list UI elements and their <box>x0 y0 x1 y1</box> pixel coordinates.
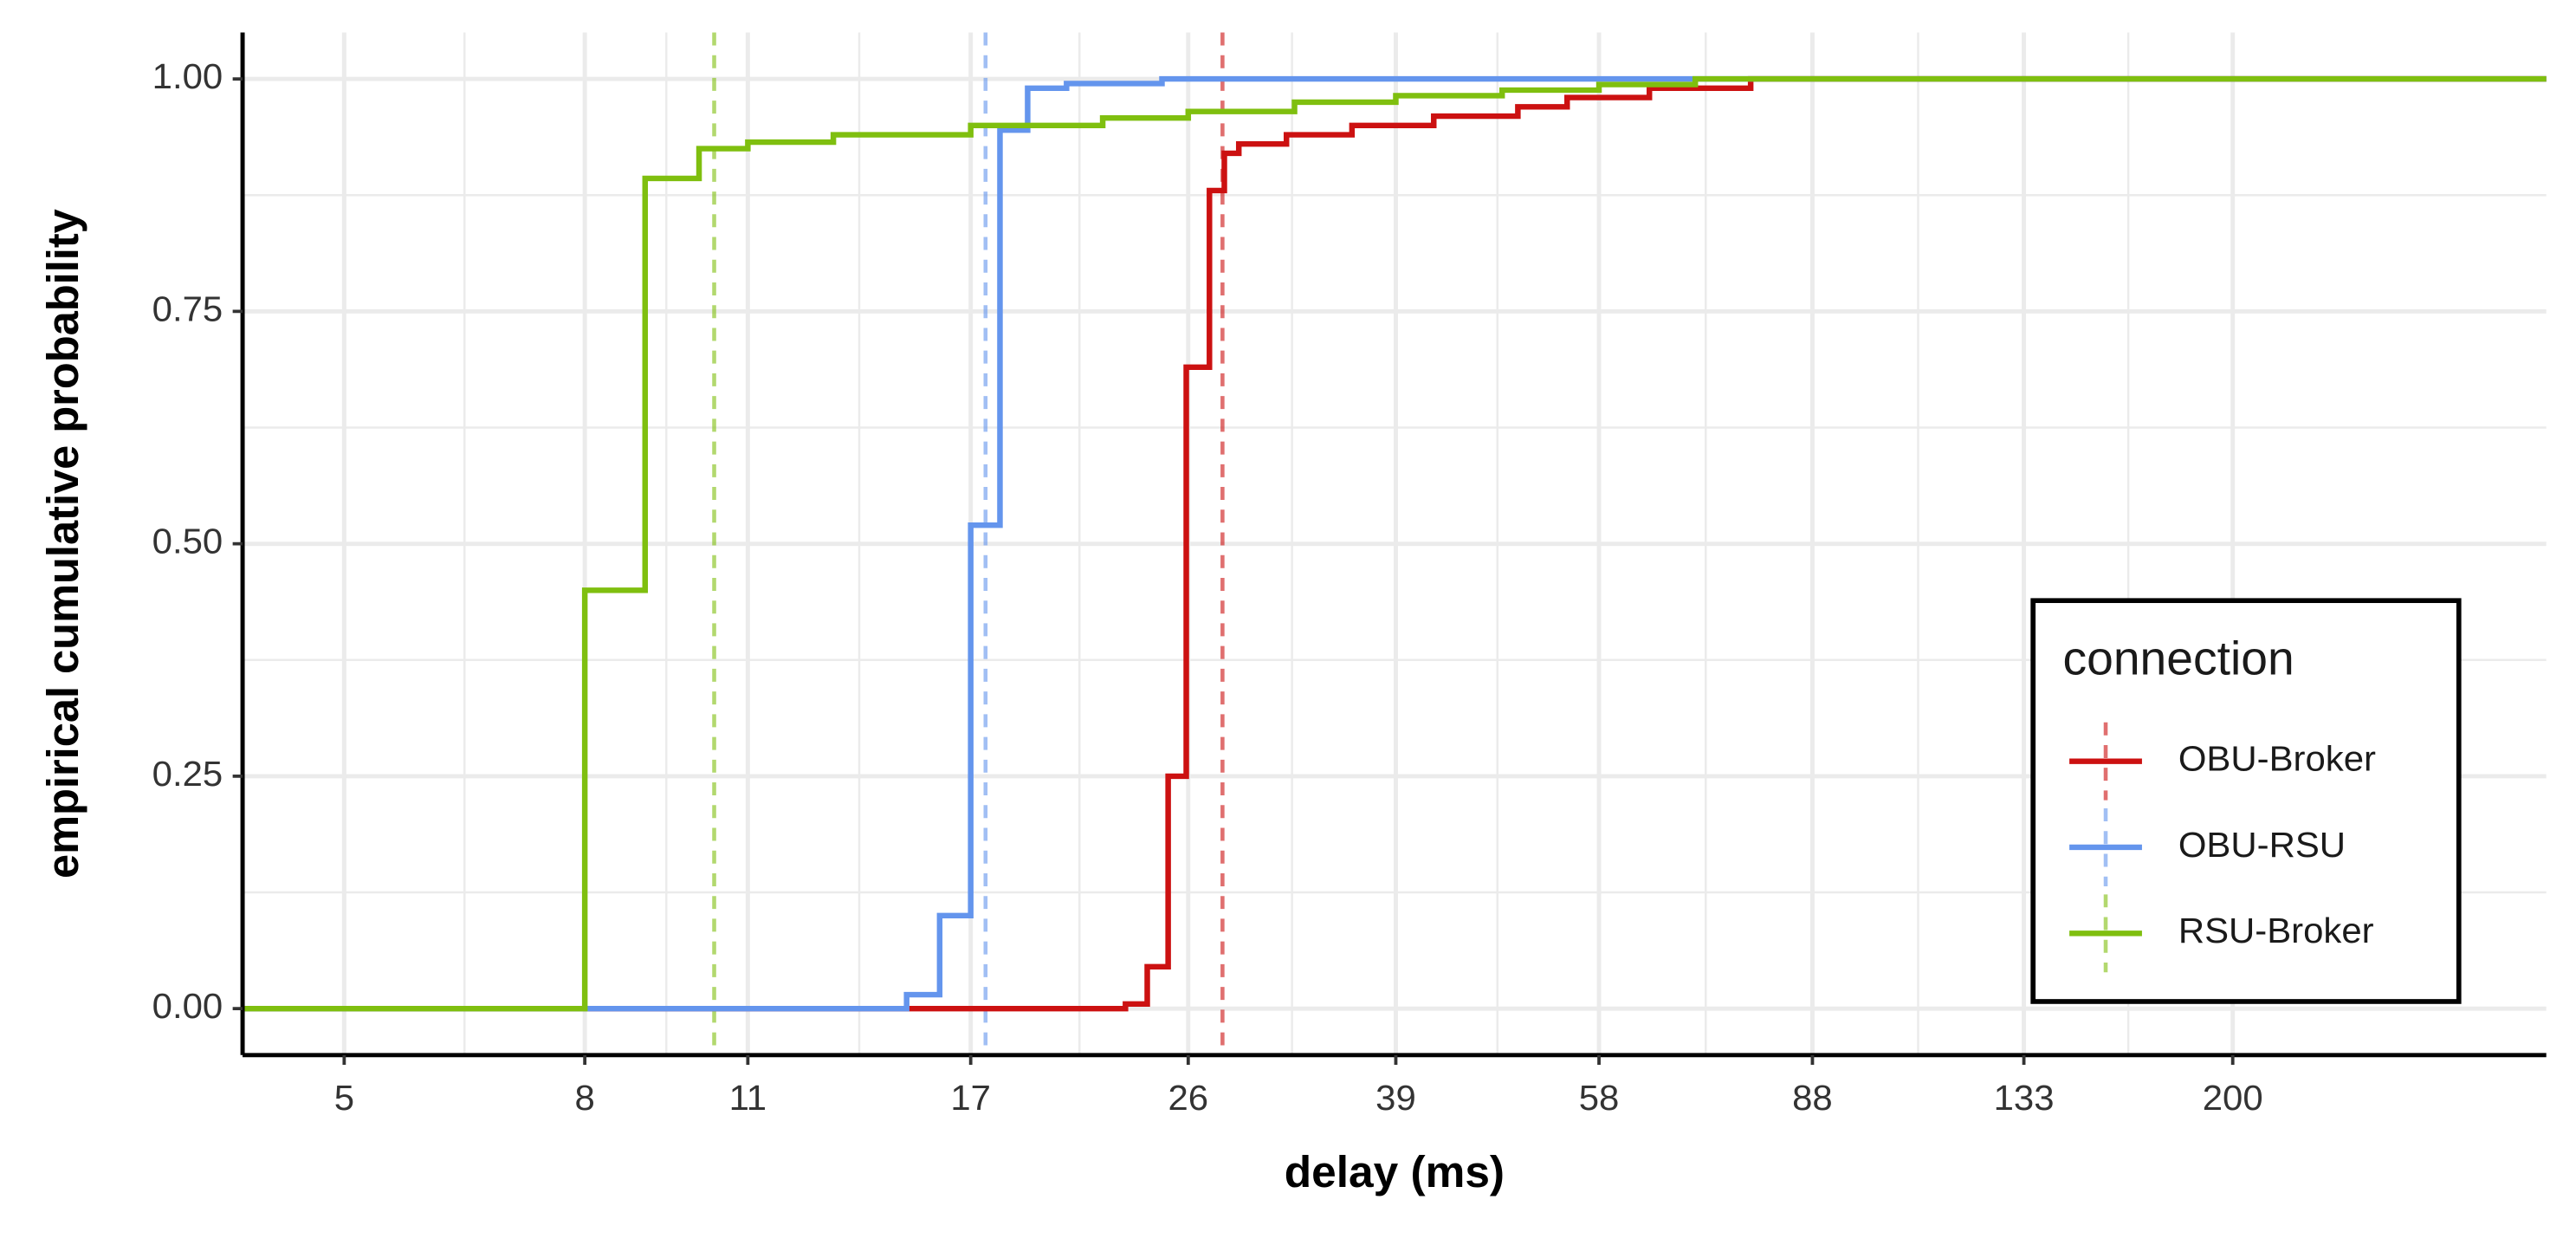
x-tick-label: 39 <box>1375 1077 1416 1118</box>
x-tick-label: 11 <box>729 1077 767 1118</box>
y-tick-label: 0.00 <box>152 985 223 1026</box>
x-axis-title: delay (ms) <box>1285 1147 1505 1196</box>
x-tick-label: 133 <box>1994 1077 2055 1118</box>
x-tick-label: 88 <box>1792 1077 1833 1118</box>
x-tick-label: 58 <box>1579 1077 1620 1118</box>
ecdf-line <box>243 75 2547 1012</box>
x-tick-label: 8 <box>575 1077 595 1118</box>
ecdf-line <box>243 75 2547 1012</box>
y-tick-label: 0.75 <box>152 289 223 329</box>
y-tick-label: 0.25 <box>152 753 223 794</box>
legend-label: OBU-RSU <box>2178 824 2346 865</box>
legend-label: RSU-Broker <box>2178 910 2374 950</box>
y-axis-title: empirical cumulative probability <box>37 209 87 879</box>
legend-title: connection <box>2062 632 2294 684</box>
x-tick-label: 5 <box>334 1077 354 1118</box>
x-tick-label: 17 <box>950 1077 991 1118</box>
y-tick-label: 0.50 <box>152 521 223 561</box>
x-tick-label: 26 <box>1168 1077 1209 1118</box>
y-tick-label: 1.00 <box>152 55 223 96</box>
legend-label: OBU-Broker <box>2178 738 2376 779</box>
x-tick-label: 200 <box>2203 1077 2263 1118</box>
ecdf-line <box>243 75 2547 1012</box>
